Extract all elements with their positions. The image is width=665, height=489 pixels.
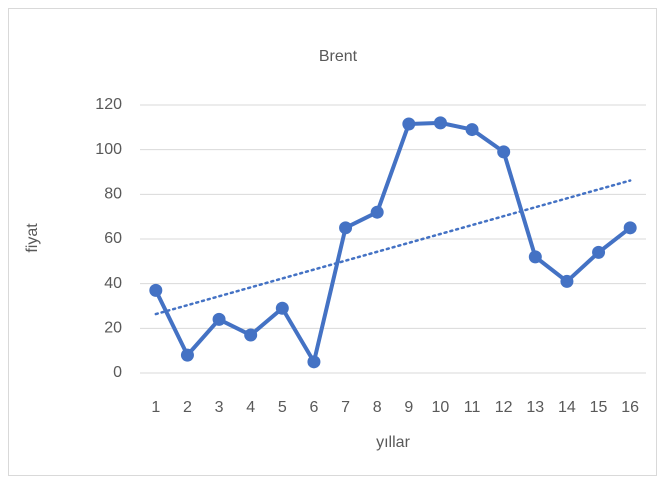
x-tick-label: 6	[309, 399, 318, 416]
data-point	[180, 348, 194, 362]
data-point	[433, 116, 447, 130]
data-point	[275, 301, 289, 315]
x-tick-label: 9	[404, 399, 413, 416]
y-tick-label: 60	[104, 230, 122, 247]
data-point	[560, 274, 574, 288]
y-axis-title: fiyat	[24, 223, 41, 253]
data-point	[212, 312, 226, 326]
data-point	[307, 355, 321, 369]
data-point	[497, 145, 511, 159]
x-tick-label: 3	[215, 399, 224, 416]
x-tick-label: 14	[558, 399, 576, 416]
x-tick-label: 15	[590, 399, 608, 416]
x-tick-label: 13	[526, 399, 544, 416]
data-point	[370, 205, 384, 219]
x-tick-label: 2	[183, 399, 192, 416]
y-tick-label: 0	[113, 364, 122, 381]
data-point	[465, 123, 479, 137]
data-point	[528, 250, 542, 264]
x-axis-title: yıllar	[376, 434, 410, 451]
chart-title: Brent	[319, 48, 358, 65]
x-tick-label: 8	[373, 399, 382, 416]
y-tick-label: 120	[95, 96, 122, 113]
data-point	[149, 283, 163, 297]
data-point	[402, 117, 416, 131]
y-tick-label: 20	[104, 320, 122, 337]
x-tick-label: 1	[151, 399, 160, 416]
x-tick-label: 7	[341, 399, 350, 416]
x-tick-label: 12	[495, 399, 513, 416]
y-tick-label: 40	[104, 275, 122, 292]
data-point	[339, 221, 353, 235]
x-tick-label: 4	[246, 399, 255, 416]
data-point	[623, 221, 637, 235]
y-tick-label: 100	[95, 141, 122, 158]
x-tick-label: 11	[464, 399, 481, 416]
data-point	[244, 328, 258, 342]
y-tick-label: 80	[104, 186, 122, 203]
trendline	[154, 179, 632, 316]
x-tick-label: 16	[621, 399, 639, 416]
x-tick-label: 5	[278, 399, 287, 416]
x-tick-label: 10	[432, 399, 450, 416]
data-line	[154, 120, 632, 364]
chart-border	[8, 8, 657, 476]
data-point	[592, 245, 606, 259]
